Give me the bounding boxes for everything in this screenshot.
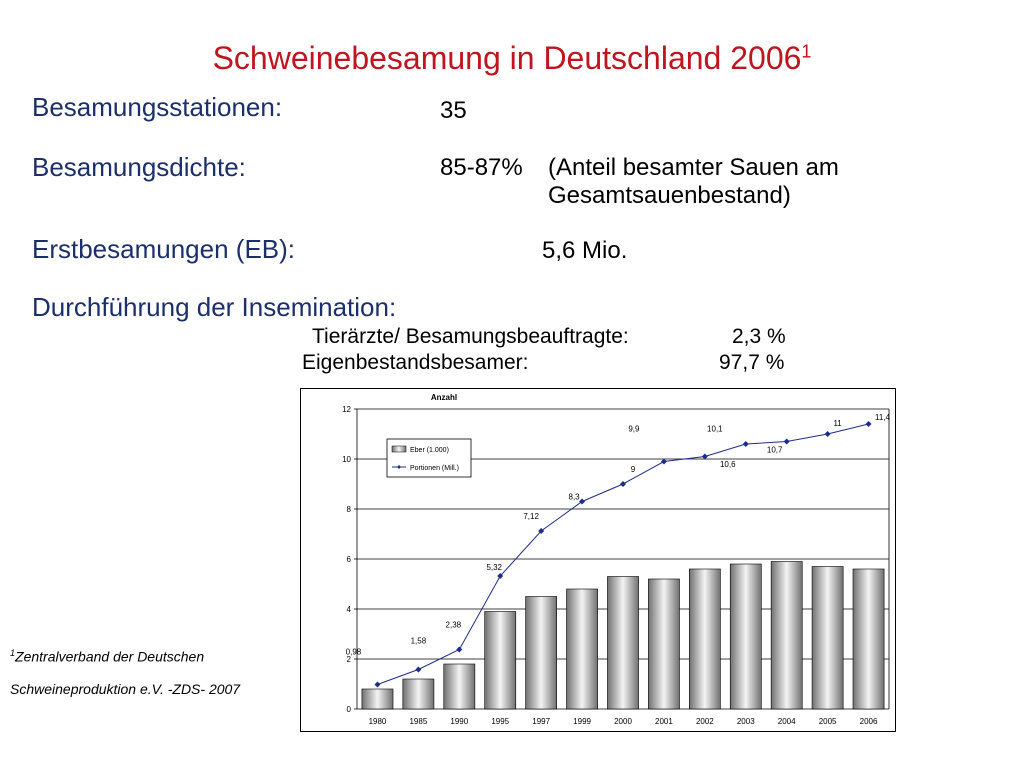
data-label: 10,6 xyxy=(720,460,736,469)
x-tick-label: 1985 xyxy=(409,717,427,726)
x-tick-label: 1980 xyxy=(369,717,387,726)
x-tick-label: 2005 xyxy=(819,717,837,726)
y-tick-label: 2 xyxy=(347,655,352,664)
data-label: 9 xyxy=(631,465,636,474)
legend-box xyxy=(386,438,472,478)
data-point xyxy=(865,421,872,427)
x-tick-label: 2006 xyxy=(860,717,878,726)
x-tick-label: 2004 xyxy=(778,717,796,726)
data-label: 1,58 xyxy=(411,637,427,646)
data-point xyxy=(620,481,626,487)
bar xyxy=(525,596,558,710)
footnote-line1: 1Zentralverband der Deutschen xyxy=(10,648,204,665)
bar xyxy=(770,561,803,710)
y-tick-label: 6 xyxy=(347,555,352,564)
bar xyxy=(361,688,394,710)
own-inseminators-value: 97,7 % xyxy=(719,351,785,374)
x-tick-label: 2002 xyxy=(696,717,714,726)
data-point xyxy=(538,528,545,534)
bar xyxy=(688,568,721,710)
bar xyxy=(811,566,844,710)
data-point xyxy=(742,441,749,447)
data-label: 11 xyxy=(833,419,842,428)
x-tick-label: 1997 xyxy=(532,717,550,726)
data-point xyxy=(579,498,586,505)
data-point xyxy=(824,431,831,437)
legend-label-portions: Portionen (Mill.) xyxy=(410,465,459,472)
x-tick-label: 2000 xyxy=(614,717,632,726)
slide-title: Schweinebesamung in Deutschland 20061 xyxy=(0,40,1024,77)
data-label: 0,98 xyxy=(346,648,362,657)
y-tick-label: 0 xyxy=(347,705,352,714)
bar xyxy=(607,576,639,710)
y-tick-label: 10 xyxy=(342,455,351,464)
vets-value: 2,3 % xyxy=(732,325,786,348)
density-value: 85-87% xyxy=(440,154,523,181)
bar xyxy=(443,663,476,710)
data-label: 7,12 xyxy=(523,512,539,521)
own-inseminators-label: Eigenbestandsbesamer: xyxy=(302,351,529,374)
bar xyxy=(402,678,435,710)
legend-bar-swatch xyxy=(391,445,407,453)
data-point xyxy=(660,458,667,465)
bar xyxy=(852,568,885,710)
chart-title: Anzahl xyxy=(431,393,457,402)
density-label: Besamungsdichte: xyxy=(32,152,246,182)
execution-label: Durchführung der Insemination: xyxy=(32,292,397,322)
data-label: 11,4 xyxy=(875,413,891,422)
footnote-line2: Schweineproduktion e.V. -ZDS- 2007 xyxy=(10,681,241,697)
y-tick-label: 12 xyxy=(342,405,351,414)
density-note-line1: (Anteil besamter Sauen am xyxy=(548,154,839,181)
data-label: 9,9 xyxy=(628,425,640,434)
chart-frame: Anzahl 0 2 4 6 8 10 12 1980 1985 1990 1995 1997 1999 2… xyxy=(300,388,896,732)
title-footnote-marker: 1 xyxy=(801,41,812,62)
x-tick-label: 2001 xyxy=(655,717,673,726)
y-tick-label: 8 xyxy=(347,505,352,514)
data-point xyxy=(415,666,422,673)
data-point xyxy=(374,681,381,688)
data-point xyxy=(701,453,708,460)
data-point xyxy=(783,438,790,445)
bar xyxy=(484,611,517,710)
footnote-line1-text: Zentralverband der Deutschen xyxy=(15,648,205,665)
x-tick-label: 1995 xyxy=(491,717,509,726)
density-note-line2: Gesamtsauenbestand) xyxy=(548,182,791,209)
first-insemination-value: 5,6 Mio. xyxy=(542,237,628,264)
bar xyxy=(729,563,762,710)
first-insemination-label: Erstbesamungen (EB): xyxy=(32,234,296,264)
data-point xyxy=(456,646,463,653)
bar xyxy=(648,578,680,710)
bar xyxy=(566,588,598,710)
x-tick-label: 1999 xyxy=(573,717,591,726)
y-tick-label: 4 xyxy=(347,605,352,614)
footnote-marker: 1 xyxy=(10,648,16,658)
x-tick-label: 2003 xyxy=(737,717,755,726)
chart-svg: Anzahl 0 2 4 6 8 10 12 1980 1985 1990 1995 1997 1999 2… xyxy=(342,393,891,726)
vets-label: Tierärzte/ Besamungsbeauftragte: xyxy=(312,325,629,348)
data-label: 10,1 xyxy=(707,425,723,434)
stations-value: 35 xyxy=(440,97,467,124)
x-tick-label: 1990 xyxy=(450,717,468,726)
legend-label-boars: Eber (1.000) xyxy=(410,447,449,454)
stations-label: Besamungsstationen: xyxy=(32,92,283,122)
data-label: 2,38 xyxy=(446,621,462,630)
slide-title-text: Schweinebesamung in Deutschland 2006 xyxy=(212,40,802,76)
data-label: 8,3 xyxy=(569,493,581,502)
data-label: 10,7 xyxy=(767,446,783,455)
data-label: 5,32 xyxy=(486,563,502,572)
legend-line-marker xyxy=(397,465,401,469)
data-point xyxy=(497,573,504,579)
